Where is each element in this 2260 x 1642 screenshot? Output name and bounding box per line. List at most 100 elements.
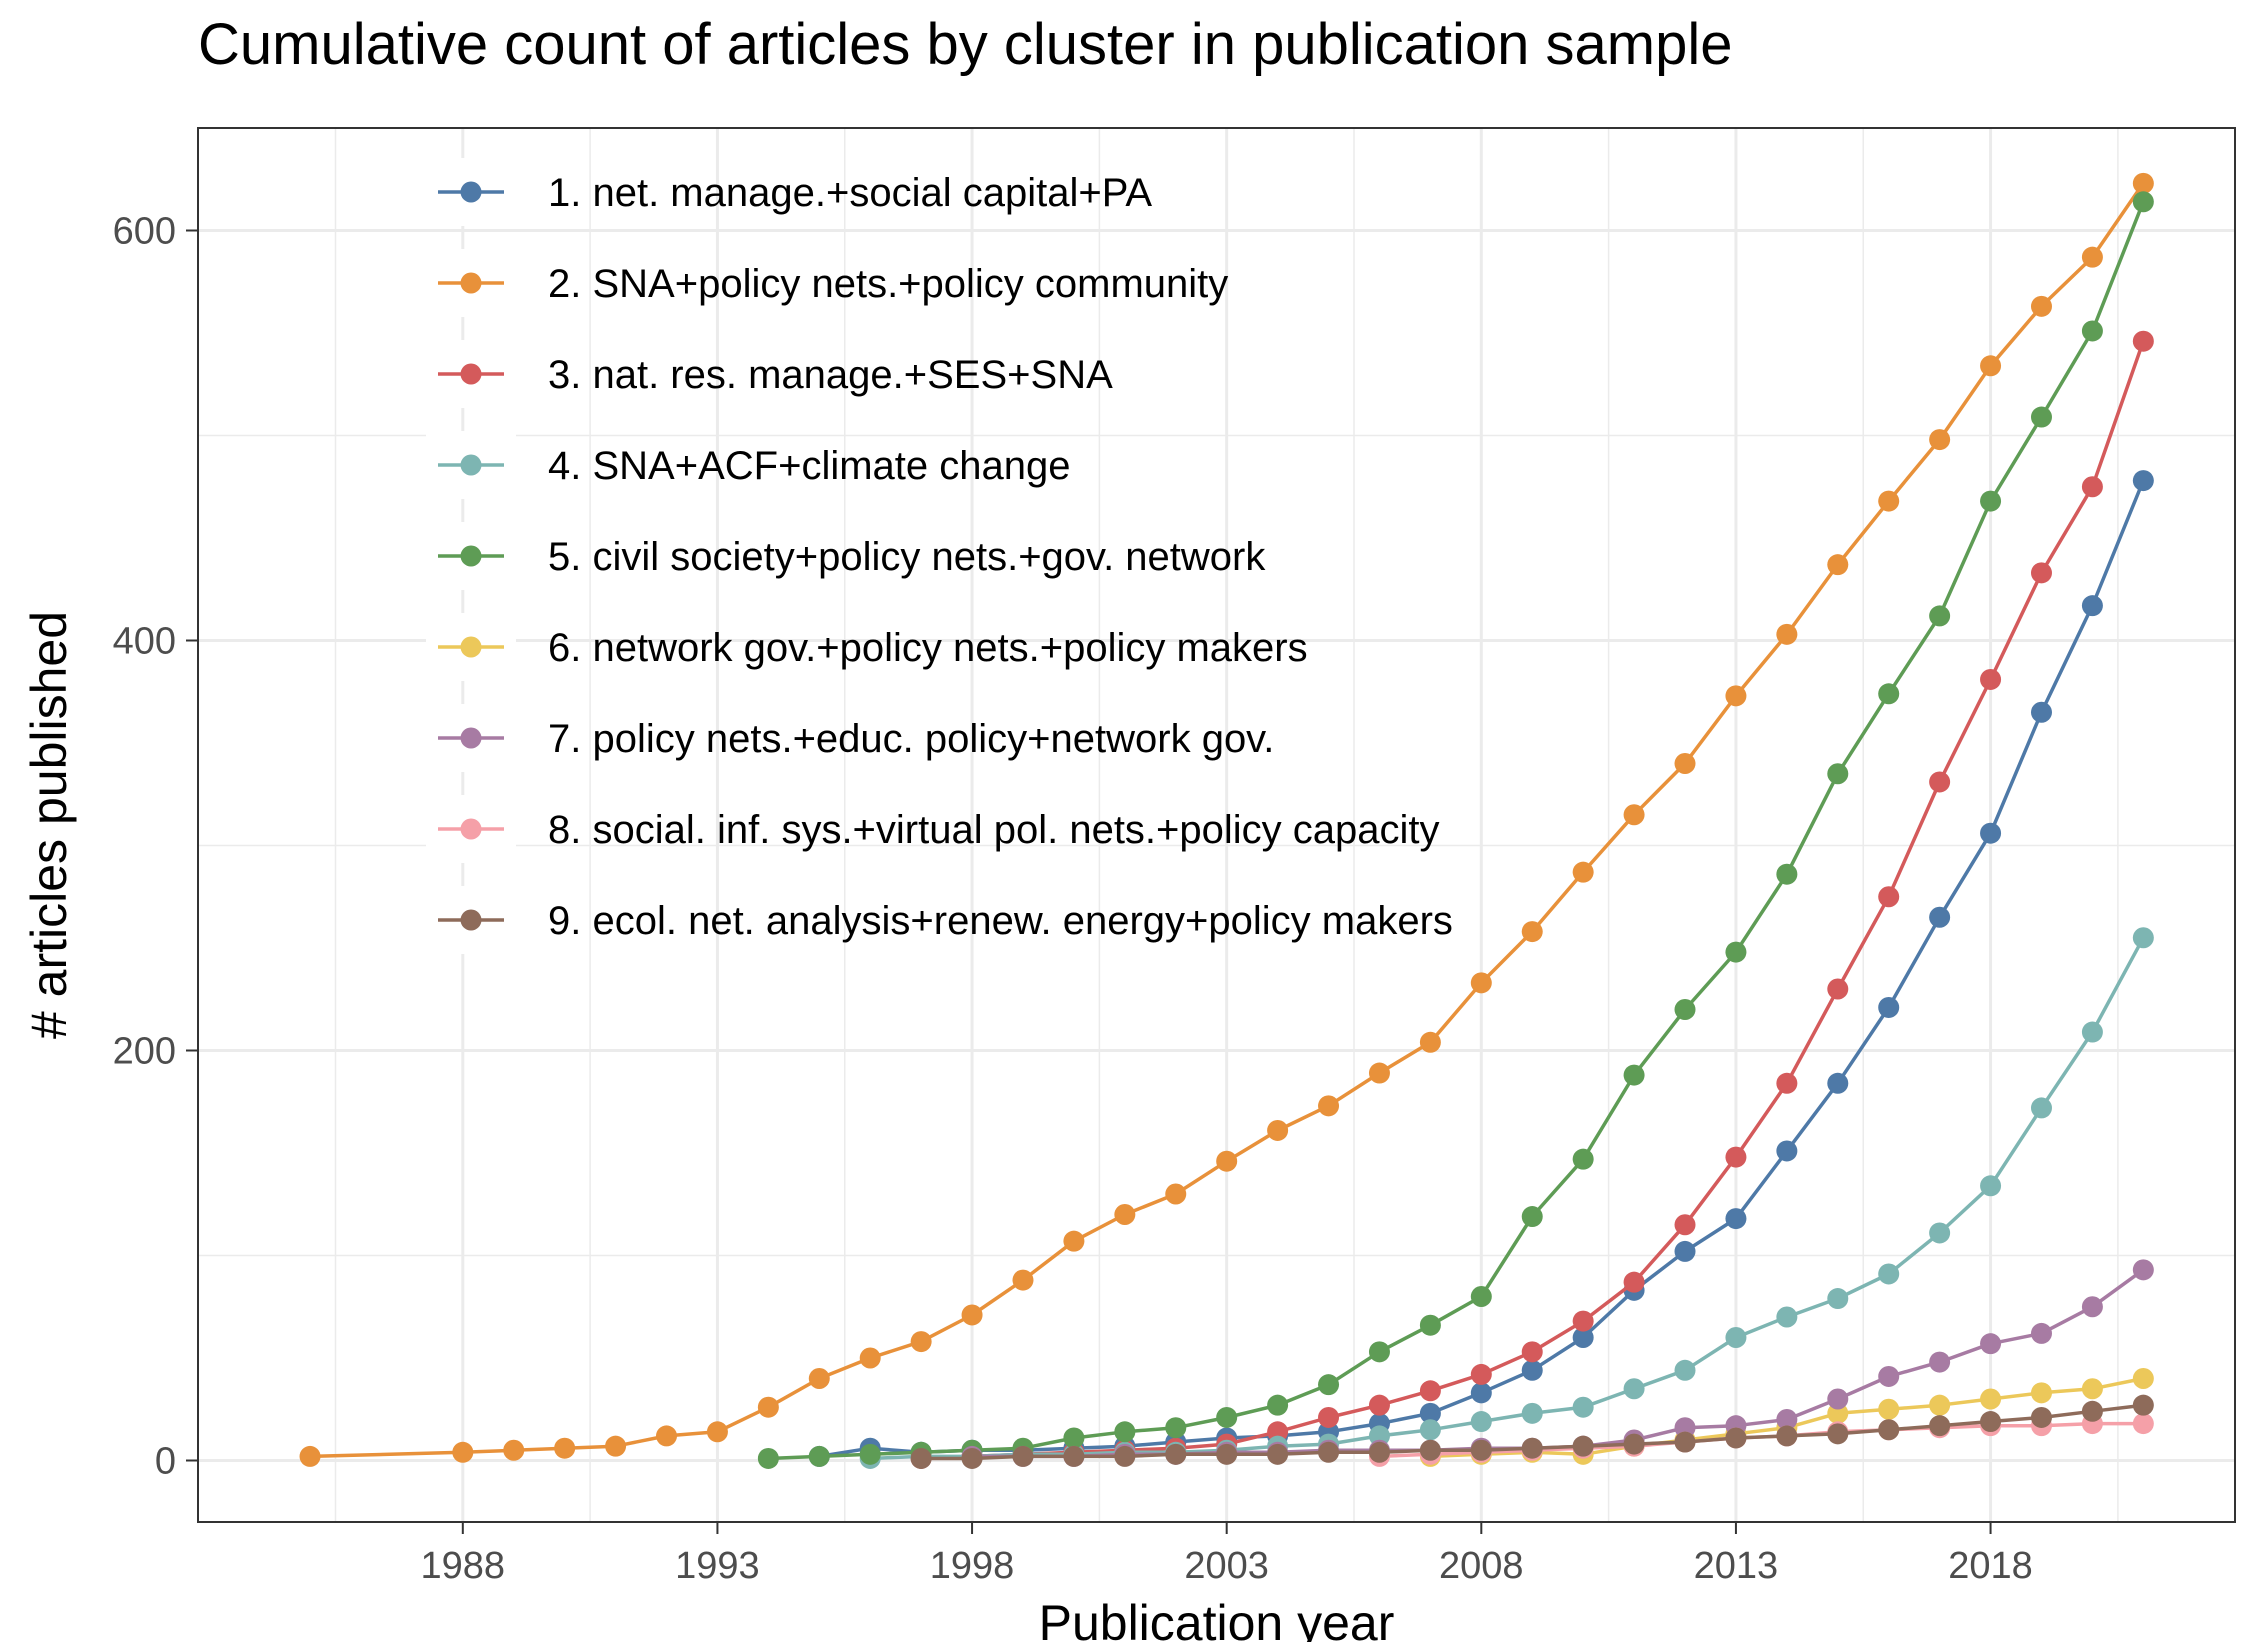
x-axis-title: Publication year	[1039, 1595, 1395, 1642]
data-point	[1827, 978, 1849, 1000]
plot-panel	[198, 128, 2235, 1522]
legend-key-point	[460, 727, 482, 749]
data-point	[1318, 1374, 1340, 1396]
data-point	[1063, 1427, 1085, 1449]
data-point	[1368, 1394, 1390, 1416]
series-9	[910, 1394, 2154, 1469]
data-point	[757, 1447, 779, 1469]
x-tick-label: 2013	[1694, 1545, 1779, 1587]
data-point	[1165, 1443, 1187, 1465]
data-point	[1674, 1214, 1696, 1236]
data-point	[1827, 1288, 1849, 1310]
data-point	[2030, 1382, 2052, 1404]
data-point	[1878, 1398, 1900, 1420]
legend-item: 4. SNA+ACF+climate change	[426, 431, 1070, 499]
legend-key-point	[460, 363, 482, 385]
data-point	[1725, 1327, 1747, 1348]
data-point	[2030, 406, 2052, 428]
data-point	[2132, 1368, 2154, 1389]
gridlines	[198, 128, 2235, 1522]
data-point	[1114, 1204, 1136, 1225]
legend-label: 2. SNA+policy nets.+policy community	[548, 262, 1228, 306]
data-point	[1521, 1437, 1543, 1459]
x-tick-label: 2018	[1948, 1545, 2033, 1587]
data-point	[1929, 1394, 1951, 1416]
data-point	[1368, 1341, 1390, 1363]
data-point	[1470, 1439, 1492, 1461]
data-point	[1725, 685, 1747, 707]
data-point	[2132, 1259, 2154, 1281]
data-point	[1165, 1417, 1187, 1439]
data-point	[656, 1425, 678, 1447]
legend-label: 9. ecol. net. analysis+renew. energy+pol…	[548, 899, 1453, 943]
data-point	[2132, 1413, 2154, 1435]
data-point	[1318, 1406, 1340, 1428]
legend-label: 1. net. manage.+social capital+PA	[548, 171, 1152, 215]
data-point	[1674, 1417, 1696, 1439]
data-point	[2081, 1378, 2103, 1400]
data-point	[1776, 1409, 1798, 1430]
data-point	[1419, 1402, 1441, 1424]
data-point	[1929, 605, 1951, 627]
y-tick-label: 200	[113, 1031, 176, 1073]
data-point	[2132, 172, 2154, 194]
data-point	[1267, 1421, 1289, 1443]
data-point	[2030, 295, 2052, 317]
data-point	[1216, 1406, 1238, 1428]
data-point	[1470, 1411, 1492, 1433]
y-tick-label: 400	[113, 621, 176, 663]
legend-key-point	[460, 545, 482, 567]
data-point	[1929, 1222, 1951, 1244]
data-point	[2030, 1322, 2052, 1344]
data-point	[1572, 1396, 1594, 1418]
legend-item: 6. network gov.+policy nets.+policy make…	[426, 613, 1308, 681]
data-point	[1012, 1445, 1034, 1467]
data-point	[1827, 763, 1849, 785]
y-tick-label: 0	[155, 1441, 176, 1483]
data-point	[808, 1445, 830, 1467]
data-point	[1623, 1064, 1645, 1086]
chart-title: Cumulative count of articles by cluster …	[198, 12, 1733, 77]
data-point	[1267, 1394, 1289, 1416]
data-point	[1674, 753, 1696, 774]
data-point	[1980, 1333, 2002, 1355]
data-point	[2081, 1296, 2103, 1318]
data-point	[1572, 1310, 1594, 1332]
data-point	[1776, 1072, 1798, 1094]
legend-item: 3. nat. res. manage.+SES+SNA	[426, 340, 1113, 408]
data-point	[706, 1421, 728, 1443]
data-point	[2081, 1021, 2103, 1043]
data-point	[1827, 554, 1849, 576]
axes: 1988 1993 1998 2003 2008 2013 2018 0 200 400 600	[113, 211, 2033, 1588]
x-tick-label: 1988	[421, 1545, 506, 1587]
legend-key-point	[460, 818, 482, 840]
data-point	[1725, 1427, 1747, 1449]
data-point	[1521, 1359, 1543, 1381]
data-point	[1980, 668, 2002, 690]
y-axis-title: # articles published	[21, 611, 77, 1039]
data-point	[2081, 246, 2103, 268]
legend-item: 1. net. manage.+social capital+PA	[426, 158, 1152, 226]
data-point	[1419, 1031, 1441, 1053]
data-point	[1470, 972, 1492, 994]
data-point	[1572, 1148, 1594, 1170]
data-point	[1419, 1419, 1441, 1441]
data-point	[299, 1445, 321, 1467]
data-point	[2132, 927, 2154, 949]
legend: 1. net. manage.+social capital+PA 2. SNA+…	[426, 158, 1453, 954]
data-point	[1776, 863, 1798, 885]
legend-item: 7. policy nets.+educ. policy+network gov…	[426, 704, 1274, 772]
data-point	[1114, 1421, 1136, 1443]
data-point	[2030, 562, 2052, 584]
data-point	[1725, 1146, 1747, 1168]
data-point	[1674, 1359, 1696, 1381]
data-point	[1267, 1443, 1289, 1465]
series-line	[768, 201, 2145, 1461]
data-point	[452, 1441, 474, 1463]
data-point	[1980, 822, 2002, 844]
data-point	[1165, 1183, 1187, 1205]
data-point	[2132, 1394, 2154, 1416]
legend-item: 2. SNA+policy nets.+policy community	[426, 249, 1228, 317]
legend-label: 5. civil society+policy nets.+gov. netwo…	[548, 535, 1266, 579]
